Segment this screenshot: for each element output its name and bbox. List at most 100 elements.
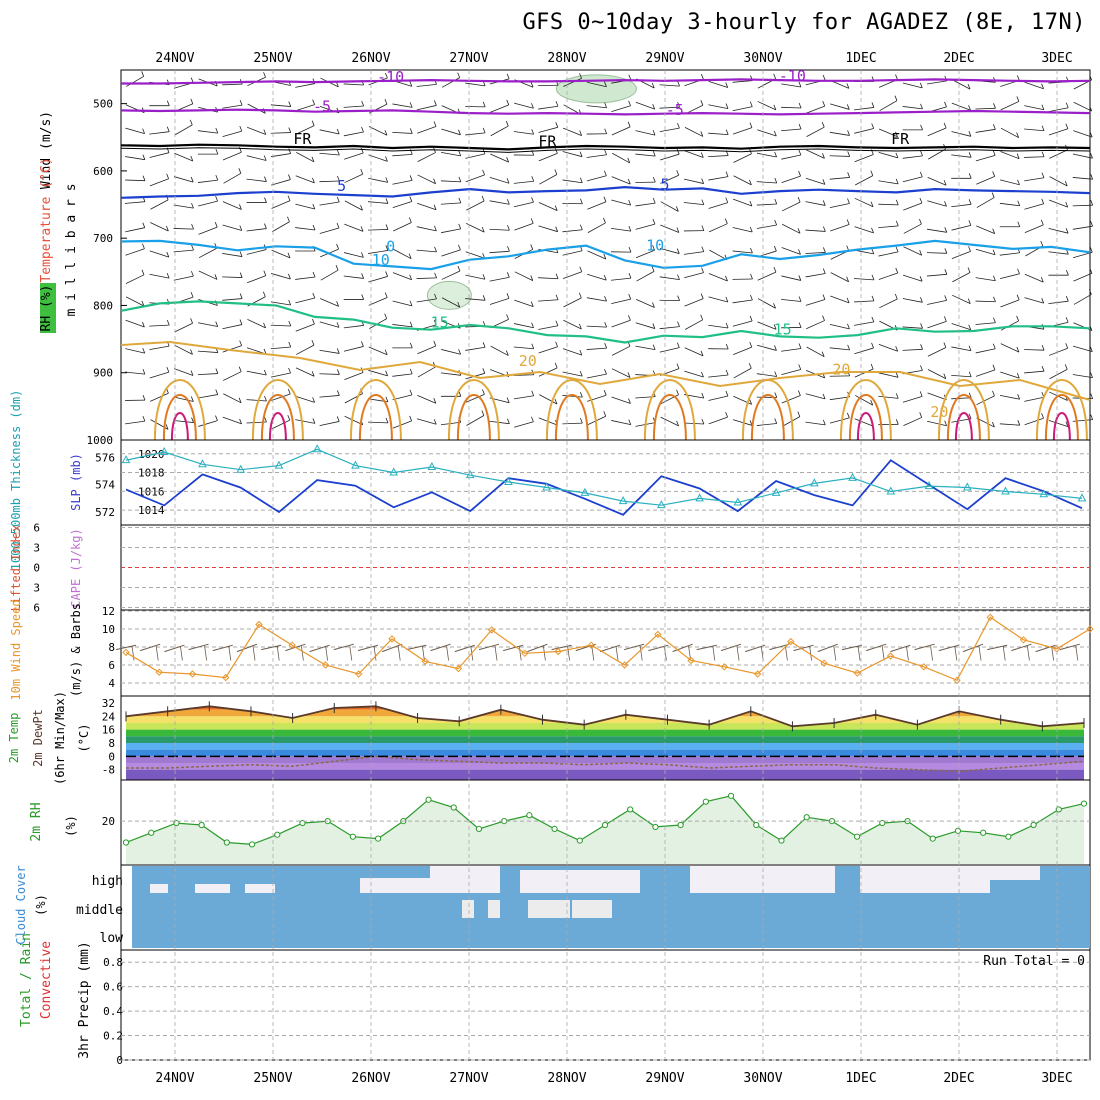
wind-barb-flag [1065, 317, 1069, 323]
isotherm-20 [120, 340, 1091, 401]
thickness-tick-label: 572 [95, 506, 115, 519]
wind-barb [417, 174, 436, 185]
wind-speed-line [125, 616, 1091, 682]
rh-marker [248, 841, 256, 848]
wind-barb [563, 78, 582, 87]
wind-barb [781, 201, 801, 212]
wind-barb-flag [1065, 201, 1069, 208]
rh-marker [1080, 800, 1088, 807]
wind-barb-flag [628, 247, 632, 253]
wind-barb-flag [944, 201, 947, 207]
wind-barb [696, 644, 717, 651]
wind-barb [430, 643, 451, 652]
wind-barb [465, 132, 486, 136]
wind-barb-flag [943, 122, 947, 129]
wind-speed-marker [986, 613, 994, 622]
date-tick-label: 1DEC [845, 1071, 876, 1086]
wind-barb-flag [409, 389, 413, 396]
wind-barb-flag [773, 130, 777, 137]
wind-barb-flag [919, 197, 923, 204]
wind-barb [538, 277, 559, 280]
wind-barb-flag [846, 276, 849, 282]
wind-barb [246, 155, 267, 161]
wind-barb-flag [943, 180, 947, 186]
rh-marker [299, 819, 306, 827]
wind-barb [150, 199, 169, 210]
wind-barb-flag [1090, 200, 1094, 206]
wind-barb [586, 325, 607, 328]
wind-barb-flag [1041, 413, 1044, 419]
wind-barb-flag [603, 253, 607, 260]
wind-barb-flag [142, 321, 145, 328]
wind-barb-flag [579, 392, 583, 398]
date-tick-label: 2DEC [943, 1071, 974, 1086]
wind-barb [952, 272, 971, 283]
wind-barb [611, 277, 631, 281]
wind-barb [793, 644, 814, 652]
wind-barb [708, 324, 729, 329]
wind-barb [246, 178, 267, 182]
wind-barb [441, 128, 461, 136]
temp-band [126, 756, 1084, 763]
wind-barb-flag [191, 417, 194, 423]
wind-barb [368, 250, 388, 254]
date-gridlines [174, 70, 1058, 1060]
wind-barb-flag [736, 646, 740, 661]
wind-barb [611, 126, 631, 136]
wind-barb-flag [797, 228, 801, 234]
wind-barb-flag [870, 363, 874, 370]
wind-barb-flag [725, 129, 729, 135]
wind-barb [149, 324, 170, 327]
wind-barb [513, 395, 534, 400]
wind-barb [562, 127, 582, 137]
wind-barb [538, 225, 558, 233]
wind-barb-flag [725, 343, 729, 350]
wind-barb-flag [1017, 221, 1021, 227]
wind-barb-flag [190, 176, 194, 183]
wind-barb [926, 273, 947, 277]
wind-barb [781, 348, 802, 352]
wind-barb-flag [603, 411, 607, 417]
wind-barb [441, 297, 460, 308]
wind-barb [635, 322, 655, 329]
panel-cloud-cover: high middle low Cloud Cover (%) [14, 864, 1091, 951]
wind-barb [781, 298, 802, 302]
wind-barb [514, 271, 533, 281]
wind-barb-flag [871, 295, 875, 302]
wind-barb [902, 82, 923, 89]
wind-barb [514, 421, 534, 428]
wind-speed-marker [1086, 625, 1094, 633]
wind-barb [684, 178, 704, 184]
ylabel-wind: Wind (m/s) [39, 111, 54, 189]
cloud-gap [150, 884, 168, 893]
wind-barb [829, 177, 850, 180]
rh-marker [349, 833, 356, 840]
wind-barb-flag [628, 419, 632, 425]
wind-barb [198, 200, 218, 207]
ylabel-rh-unit: (%) [64, 815, 78, 837]
wind-barb-flag [1041, 125, 1045, 131]
cloud-row-label: high [92, 874, 123, 889]
thickness-marker [236, 464, 246, 473]
wind-speed-marker [454, 664, 463, 673]
wind-barb [756, 373, 777, 377]
wind-barb [454, 644, 475, 653]
wind-barb [441, 77, 460, 88]
wind-barb [635, 249, 655, 259]
wind-barb [222, 224, 242, 231]
wind-barb [855, 395, 873, 406]
warm-contour [750, 394, 785, 441]
wind-barb [562, 371, 583, 377]
wind-barb-flag [628, 74, 632, 80]
temp-band [126, 769, 1084, 780]
wind-barb-flag [604, 369, 607, 375]
wind-barb-flag [384, 313, 388, 319]
wind-barb [928, 148, 946, 160]
ylabel-wind-speed: 10m Wind Speed [9, 599, 23, 700]
wind-barb [222, 345, 242, 353]
wind-barb [562, 151, 583, 158]
contour-label: 10 [372, 251, 390, 269]
wind-barb-flag [433, 419, 437, 425]
warm-contour [545, 379, 598, 441]
panel-frame [120, 439, 1091, 526]
